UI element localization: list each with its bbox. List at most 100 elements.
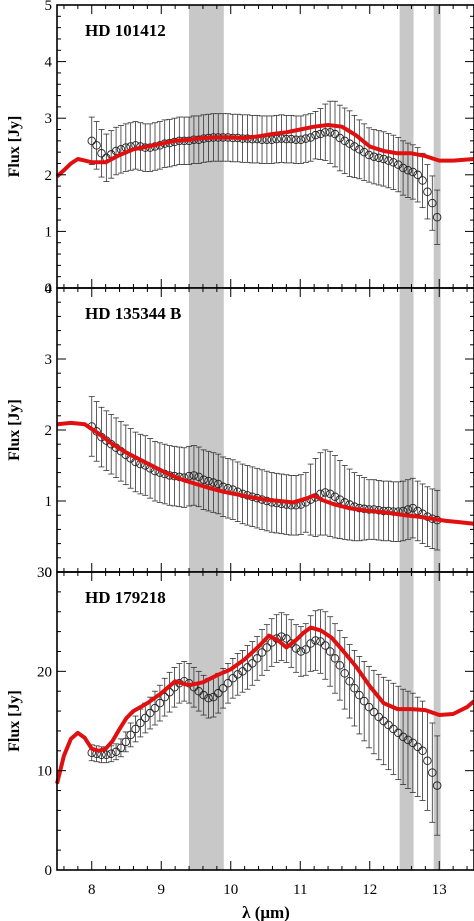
data-point xyxy=(170,666,179,708)
data-point xyxy=(364,665,374,749)
data-marker xyxy=(330,492,340,501)
data-marker xyxy=(223,679,233,688)
data-point xyxy=(291,115,301,164)
shaded-band-3 xyxy=(433,572,441,870)
data-point xyxy=(306,615,315,672)
data-marker xyxy=(423,187,432,197)
data-marker xyxy=(296,135,306,144)
data-point xyxy=(160,677,169,717)
data-point xyxy=(398,480,408,542)
y-tick-label-2: 2 xyxy=(45,168,53,184)
data-point xyxy=(87,116,96,166)
observed-spectrum xyxy=(87,396,442,551)
data-marker xyxy=(364,150,374,160)
data-point xyxy=(389,682,398,776)
data-point xyxy=(369,669,379,755)
data-point xyxy=(272,472,281,534)
data-marker xyxy=(199,690,208,700)
shaded-band-3 xyxy=(433,5,441,288)
data-marker xyxy=(359,696,369,706)
data-marker xyxy=(350,142,359,151)
data-point xyxy=(398,140,408,196)
data-point xyxy=(277,473,286,535)
data-marker xyxy=(423,756,432,765)
data-point xyxy=(209,452,218,513)
data-point xyxy=(106,745,116,763)
model-curve xyxy=(55,123,474,178)
shaded-band-3 xyxy=(433,288,441,572)
data-marker xyxy=(136,718,145,728)
data-marker xyxy=(252,654,262,663)
data-marker xyxy=(428,198,437,208)
data-marker xyxy=(345,139,354,148)
data-marker xyxy=(291,135,301,144)
data-marker xyxy=(286,134,296,144)
data-marker xyxy=(398,163,408,173)
data-point xyxy=(277,612,286,661)
data-point xyxy=(418,152,427,209)
x-tick-label-8: 8 xyxy=(88,882,96,898)
data-marker xyxy=(321,641,330,650)
data-marker xyxy=(102,750,111,760)
model-curve xyxy=(56,420,474,526)
y-tick-label-10: 10 xyxy=(37,764,52,780)
data-point xyxy=(257,629,267,676)
data-marker xyxy=(398,732,408,742)
data-marker xyxy=(160,692,169,702)
data-point xyxy=(311,610,320,671)
data-marker xyxy=(359,147,369,157)
shaded-band-2 xyxy=(399,572,414,870)
data-point xyxy=(306,113,315,162)
data-point xyxy=(116,125,126,174)
y-tick-label-30: 30 xyxy=(37,565,52,581)
y-axis-label: Flux [Jy] xyxy=(6,690,23,752)
data-point xyxy=(218,456,228,518)
data-marker xyxy=(330,654,340,663)
data-marker xyxy=(199,475,208,484)
data-point xyxy=(126,722,135,748)
data-point xyxy=(311,111,320,160)
data-point xyxy=(131,121,140,170)
data-marker xyxy=(325,647,335,656)
data-point xyxy=(252,114,262,164)
data-point xyxy=(340,465,349,540)
data-marker xyxy=(233,670,242,679)
data-marker xyxy=(384,156,393,165)
data-point xyxy=(335,104,345,172)
data-point xyxy=(233,461,242,522)
data-point xyxy=(213,453,223,515)
data-point xyxy=(364,127,374,183)
data-marker xyxy=(311,130,320,140)
data-marker xyxy=(116,743,126,753)
data-point xyxy=(267,115,277,164)
data-marker xyxy=(389,158,398,167)
data-point xyxy=(340,107,349,175)
data-point xyxy=(286,114,296,164)
data-marker xyxy=(306,639,315,648)
data-point xyxy=(286,475,296,536)
data-point xyxy=(369,129,379,185)
y-tick-label-0: 0 xyxy=(45,565,53,581)
data-marker xyxy=(204,476,213,486)
panel-hd135344b: 0 1 2 3 4 Flux [Jy] HD 135344 B xyxy=(6,281,474,581)
data-marker xyxy=(257,648,267,657)
data-point xyxy=(301,114,311,163)
data-point xyxy=(393,481,403,542)
data-marker xyxy=(403,166,413,175)
data-marker xyxy=(301,645,311,654)
data-marker xyxy=(150,703,160,713)
data-marker xyxy=(87,136,96,146)
data-marker xyxy=(364,702,374,712)
plot-frame xyxy=(56,571,474,871)
data-point xyxy=(199,449,208,510)
data-point xyxy=(223,662,233,704)
data-point xyxy=(262,115,272,164)
data-point xyxy=(418,483,427,544)
data-marker xyxy=(145,708,155,718)
y-tick-label-4: 4 xyxy=(45,55,53,71)
data-marker xyxy=(262,643,272,652)
data-point xyxy=(121,123,131,172)
data-marker xyxy=(369,707,379,717)
data-point xyxy=(291,624,301,673)
data-marker xyxy=(218,683,228,693)
